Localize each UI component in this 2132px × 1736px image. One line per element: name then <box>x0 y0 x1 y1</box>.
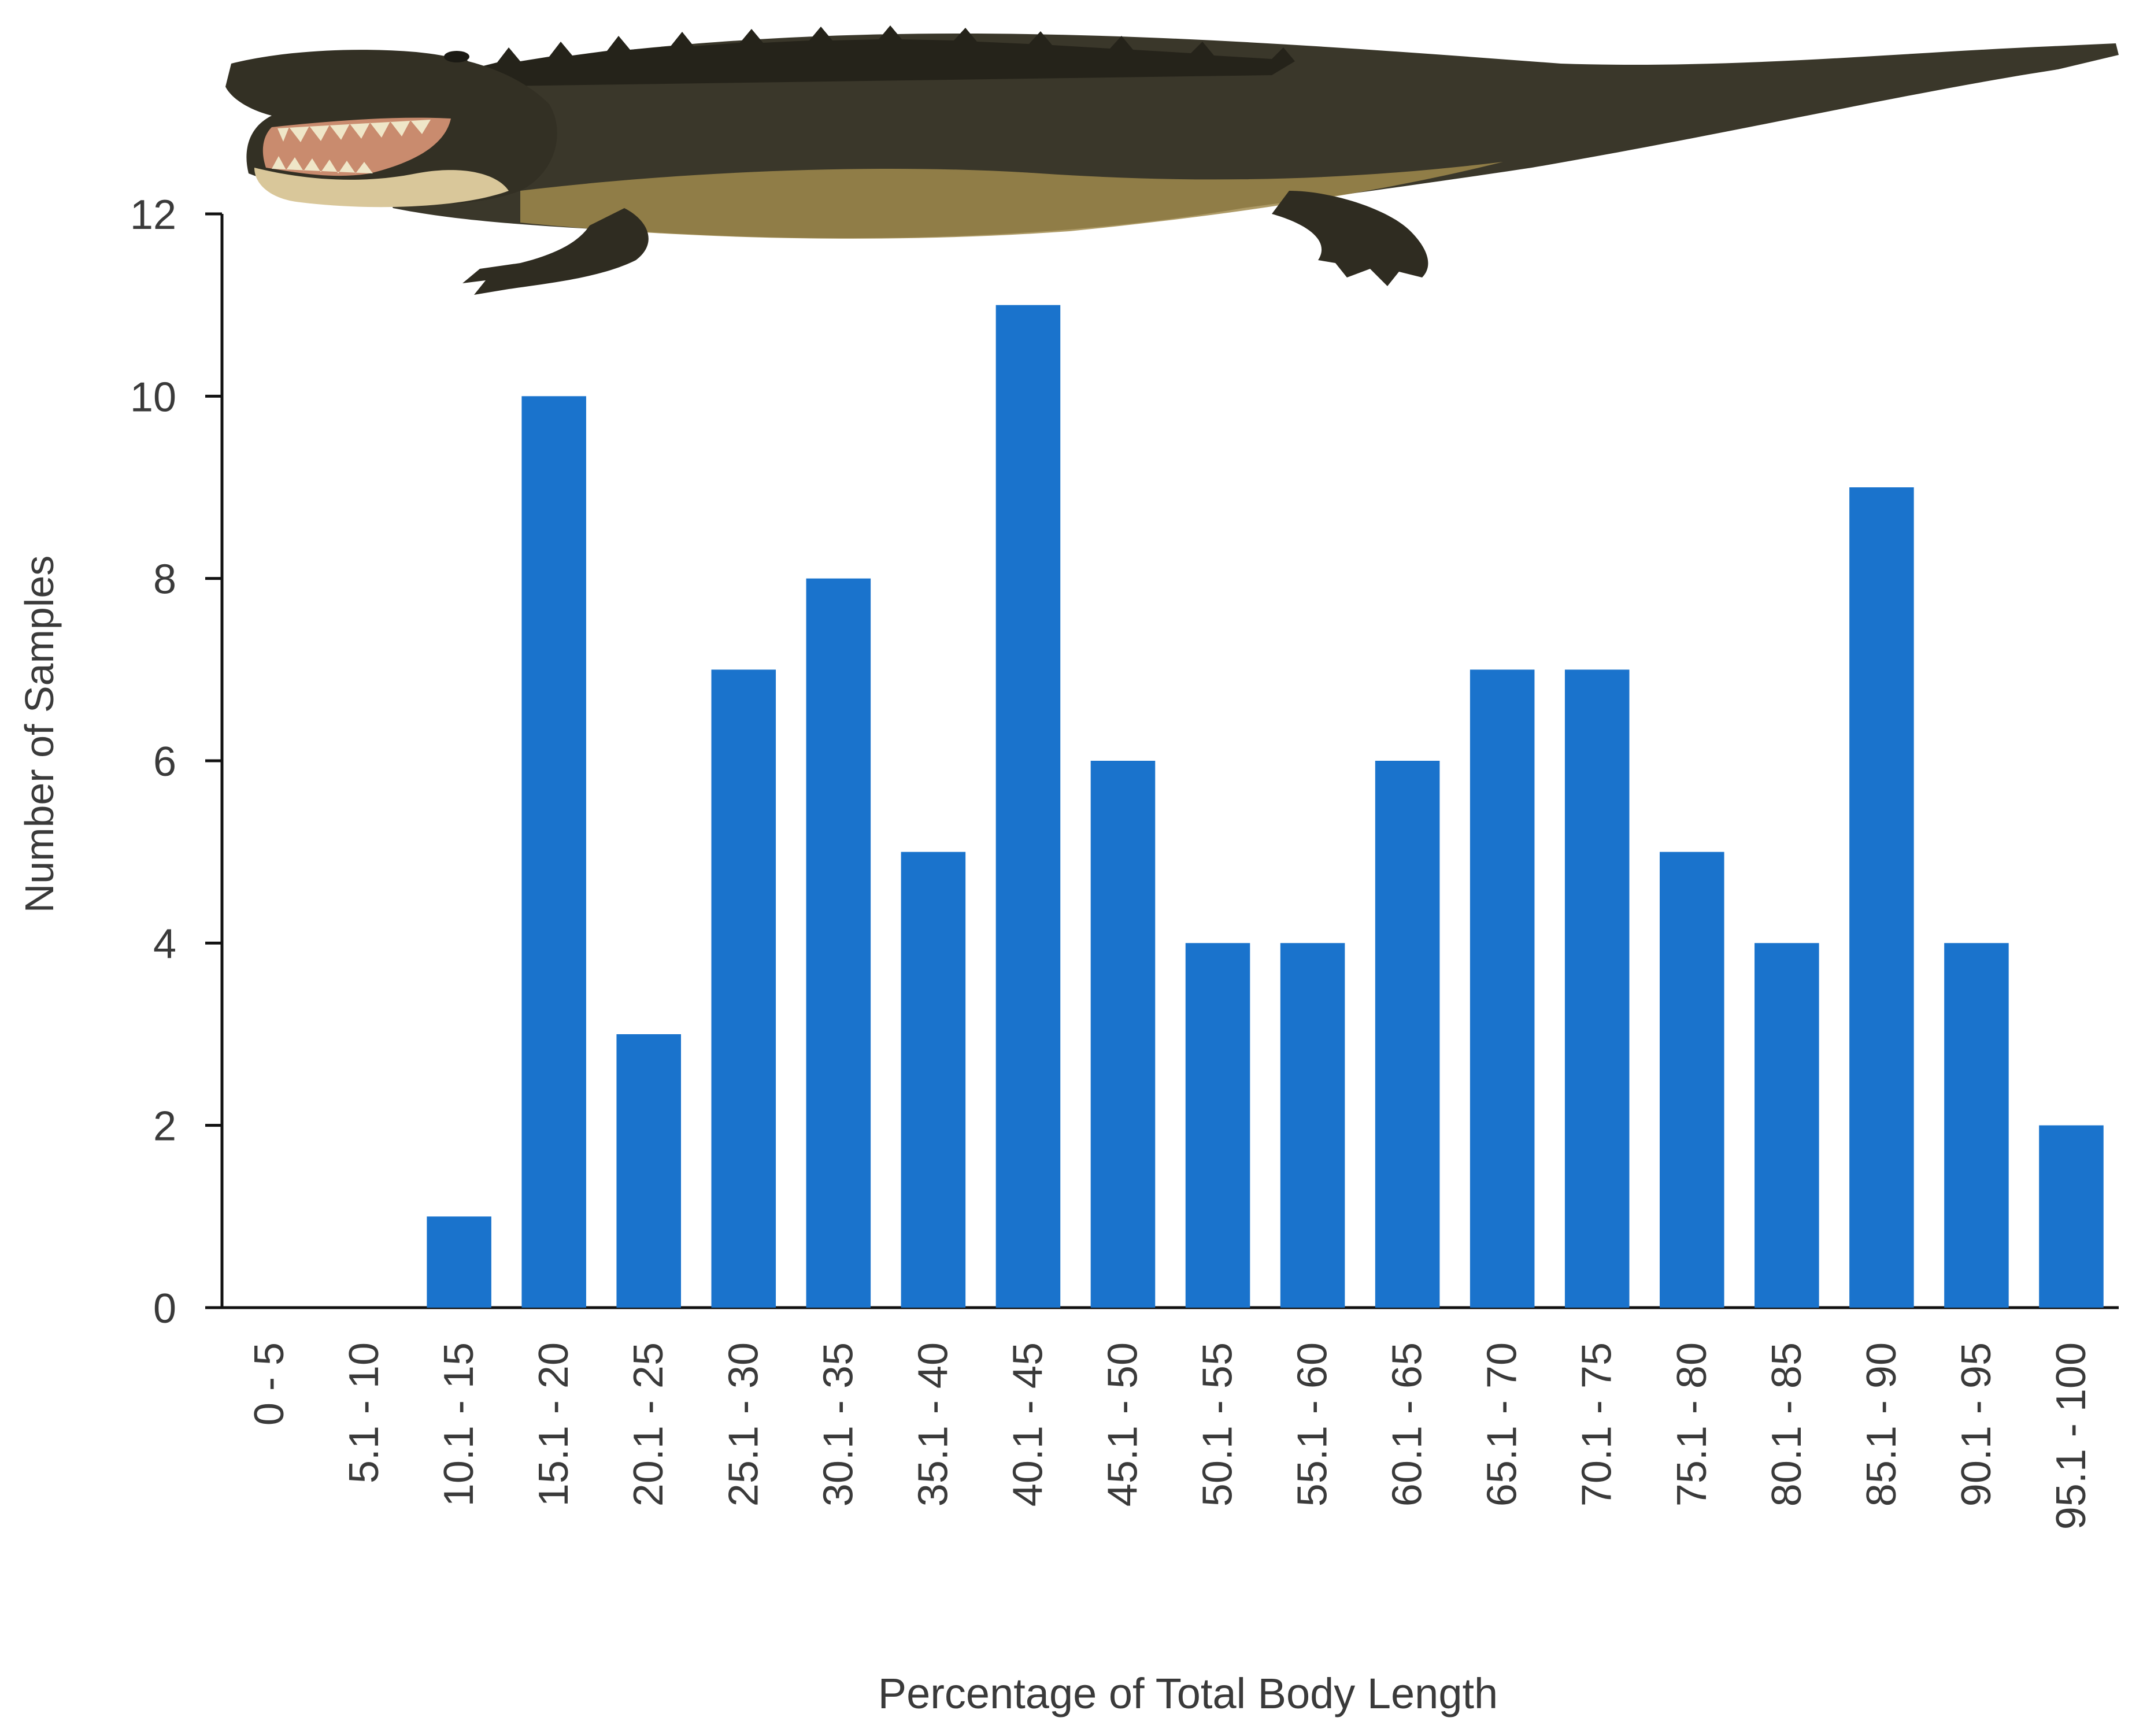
bar-5 <box>616 1034 682 1308</box>
alligator-front-leg <box>462 208 649 295</box>
y-axis-title: Number of Samples <box>17 556 62 913</box>
y-tick-label: 12 <box>130 192 176 238</box>
bar-14 <box>1470 669 1535 1308</box>
alligator-scutes <box>451 25 1295 87</box>
x-tick-label: 95.1 - 100 <box>2048 1342 2094 1530</box>
y-tick-label: 2 <box>153 1104 176 1150</box>
bar-13 <box>1375 761 1440 1308</box>
bar-series <box>427 305 2104 1308</box>
alligator-teeth <box>272 120 431 173</box>
bar-15 <box>1564 669 1630 1308</box>
x-tick-label: 55.1 - 60 <box>1290 1342 1336 1506</box>
y-tick-label: 8 <box>153 557 176 603</box>
x-tick-label: 0 - 5 <box>246 1342 293 1426</box>
bar-19 <box>1944 943 2009 1308</box>
x-tick-label: 70.1 - 75 <box>1574 1342 1620 1506</box>
y-axis-ticks: 0 2 4 6 8 10 12 <box>130 192 222 1332</box>
alligator-illustration <box>225 25 2119 295</box>
x-tick-label: 50.1 - 55 <box>1195 1342 1241 1506</box>
y-tick-label: 4 <box>153 921 176 967</box>
alligator-eye <box>444 51 469 62</box>
alligator-rear-leg <box>1272 191 1428 286</box>
bar-18 <box>1849 487 1914 1308</box>
x-tick-label: 5.1 - 10 <box>341 1342 387 1483</box>
x-tick-label: 20.1 - 25 <box>625 1342 672 1506</box>
bar-17 <box>1755 943 1819 1308</box>
bar-7 <box>806 578 871 1308</box>
x-tick-label: 85.1 - 90 <box>1859 1342 1905 1506</box>
y-tick-label: 0 <box>153 1286 176 1332</box>
bar-4 <box>521 396 586 1308</box>
bar-3 <box>427 1216 491 1308</box>
x-tick-label: 15.1 - 20 <box>531 1342 577 1506</box>
x-tick-label: 60.1 - 65 <box>1385 1342 1431 1506</box>
bar-9 <box>995 305 1061 1308</box>
bar-8 <box>901 852 966 1308</box>
bar-12 <box>1280 943 1345 1308</box>
x-tick-label: 30.1 - 35 <box>815 1342 861 1506</box>
x-tick-label: 25.1 - 30 <box>720 1342 767 1506</box>
x-tick-label: 45.1 - 50 <box>1100 1342 1146 1506</box>
alligator-jaw <box>254 168 509 208</box>
x-tick-label: 80.1 - 85 <box>1764 1342 1810 1506</box>
x-tick-label: 90.1 - 95 <box>1953 1342 2000 1506</box>
x-tick-label: 65.1 - 70 <box>1479 1342 1526 1506</box>
bar-11 <box>1185 943 1250 1308</box>
bar-10 <box>1090 761 1156 1308</box>
alligator-belly <box>520 162 1503 239</box>
x-tick-label: 10.1 - 15 <box>436 1342 482 1506</box>
bar-16 <box>1659 852 1724 1308</box>
x-tick-label: 40.1 - 45 <box>1005 1342 1051 1506</box>
bar-6 <box>711 669 776 1308</box>
bar-20 <box>2039 1125 2104 1308</box>
x-axis-tick-labels: 0 - 5 5.1 - 10 10.1 - 15 15.1 - 20 20.1 - 25… <box>246 1342 2094 1530</box>
x-tick-label: 35.1 - 40 <box>910 1342 956 1506</box>
x-axis-title: Percentage of Total Body Length <box>878 1670 1498 1718</box>
y-tick-label: 10 <box>130 374 176 420</box>
x-tick-label: 75.1 - 80 <box>1669 1342 1715 1506</box>
y-tick-label: 6 <box>153 739 176 785</box>
